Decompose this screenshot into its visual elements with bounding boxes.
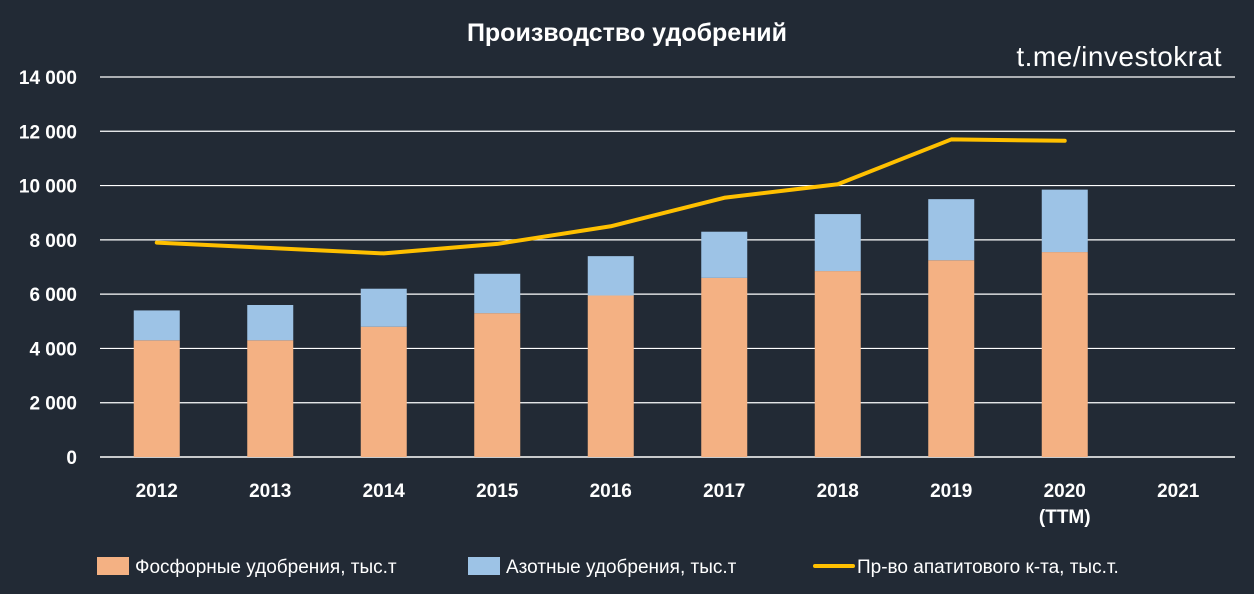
bar-series-1 <box>587 256 634 296</box>
bar-series-0 <box>247 340 294 457</box>
bar-series-1 <box>474 273 521 314</box>
y-tick-label: 2 000 <box>29 394 77 415</box>
x-tick-label: 2016 <box>590 481 632 502</box>
watermark-text: t.me/investokrat <box>1016 41 1222 72</box>
y-tick-label: 0 <box>66 448 77 469</box>
chart-title: Производство удобрений <box>467 19 787 47</box>
x-tick-label: 2019 <box>930 481 972 502</box>
bars <box>133 189 1088 457</box>
legend-swatch-1 <box>468 557 500 575</box>
x-tick-label: 2020 (TTM) <box>1039 481 1091 528</box>
legend-swatch-0 <box>97 557 129 575</box>
line-series <box>154 137 1067 256</box>
y-tick-label: 12 000 <box>19 122 77 143</box>
bar-series-0 <box>587 295 634 457</box>
bar-series-1 <box>928 199 975 261</box>
legend-label-1: Азотные удобрения, тыс.т <box>506 557 737 578</box>
x-tick-label: 2012 <box>136 481 178 502</box>
bar-series-1 <box>701 231 748 278</box>
x-tick-label: 2018 <box>817 481 859 502</box>
x-tick-label: 2017 <box>703 481 745 502</box>
y-tick-label: 8 000 <box>29 231 77 252</box>
bar-series-0 <box>814 271 861 457</box>
bar-series-0 <box>928 260 975 457</box>
y-axis-ticks: 0 2 000 4 000 6 000 8 000 10 000 12 000 14 000 <box>19 68 77 469</box>
bar-series-1 <box>1041 189 1088 253</box>
x-tick-label: 2015 <box>476 481 519 502</box>
bar-series-1 <box>133 310 180 341</box>
legend-label-0: Фосфорные удобрения, тыс.т <box>135 557 397 578</box>
y-tick-label: 6 000 <box>29 285 77 306</box>
bar-series-0 <box>701 277 748 457</box>
bar-series-0 <box>133 340 180 457</box>
legend-label-2: Пр-во апатитового к-та, тыс.т. <box>857 557 1119 578</box>
x-tick-label: 2021 <box>1157 481 1200 502</box>
x-axis-ticks: 2012 2013 2014 2015 2016 2017 2018 2019 2020 (TTM… <box>136 481 1200 528</box>
bar-series-1 <box>247 305 294 341</box>
bar-series-0 <box>474 313 521 457</box>
y-tick-label: 14 000 <box>19 68 77 89</box>
bar-series-0 <box>360 326 407 457</box>
legend: Фосфорные удобрения, тыс.т Азотные удобре… <box>97 557 1119 578</box>
x-tick-label: 2014 <box>363 481 406 502</box>
bar-series-1 <box>814 214 861 272</box>
x-tick-label: 2013 <box>249 481 291 502</box>
line-series-2 <box>154 137 1067 256</box>
bar-series-0 <box>1041 252 1088 457</box>
bar-series-1 <box>360 288 407 327</box>
y-tick-label: 10 000 <box>19 177 77 198</box>
y-tick-label: 4 000 <box>29 339 77 360</box>
